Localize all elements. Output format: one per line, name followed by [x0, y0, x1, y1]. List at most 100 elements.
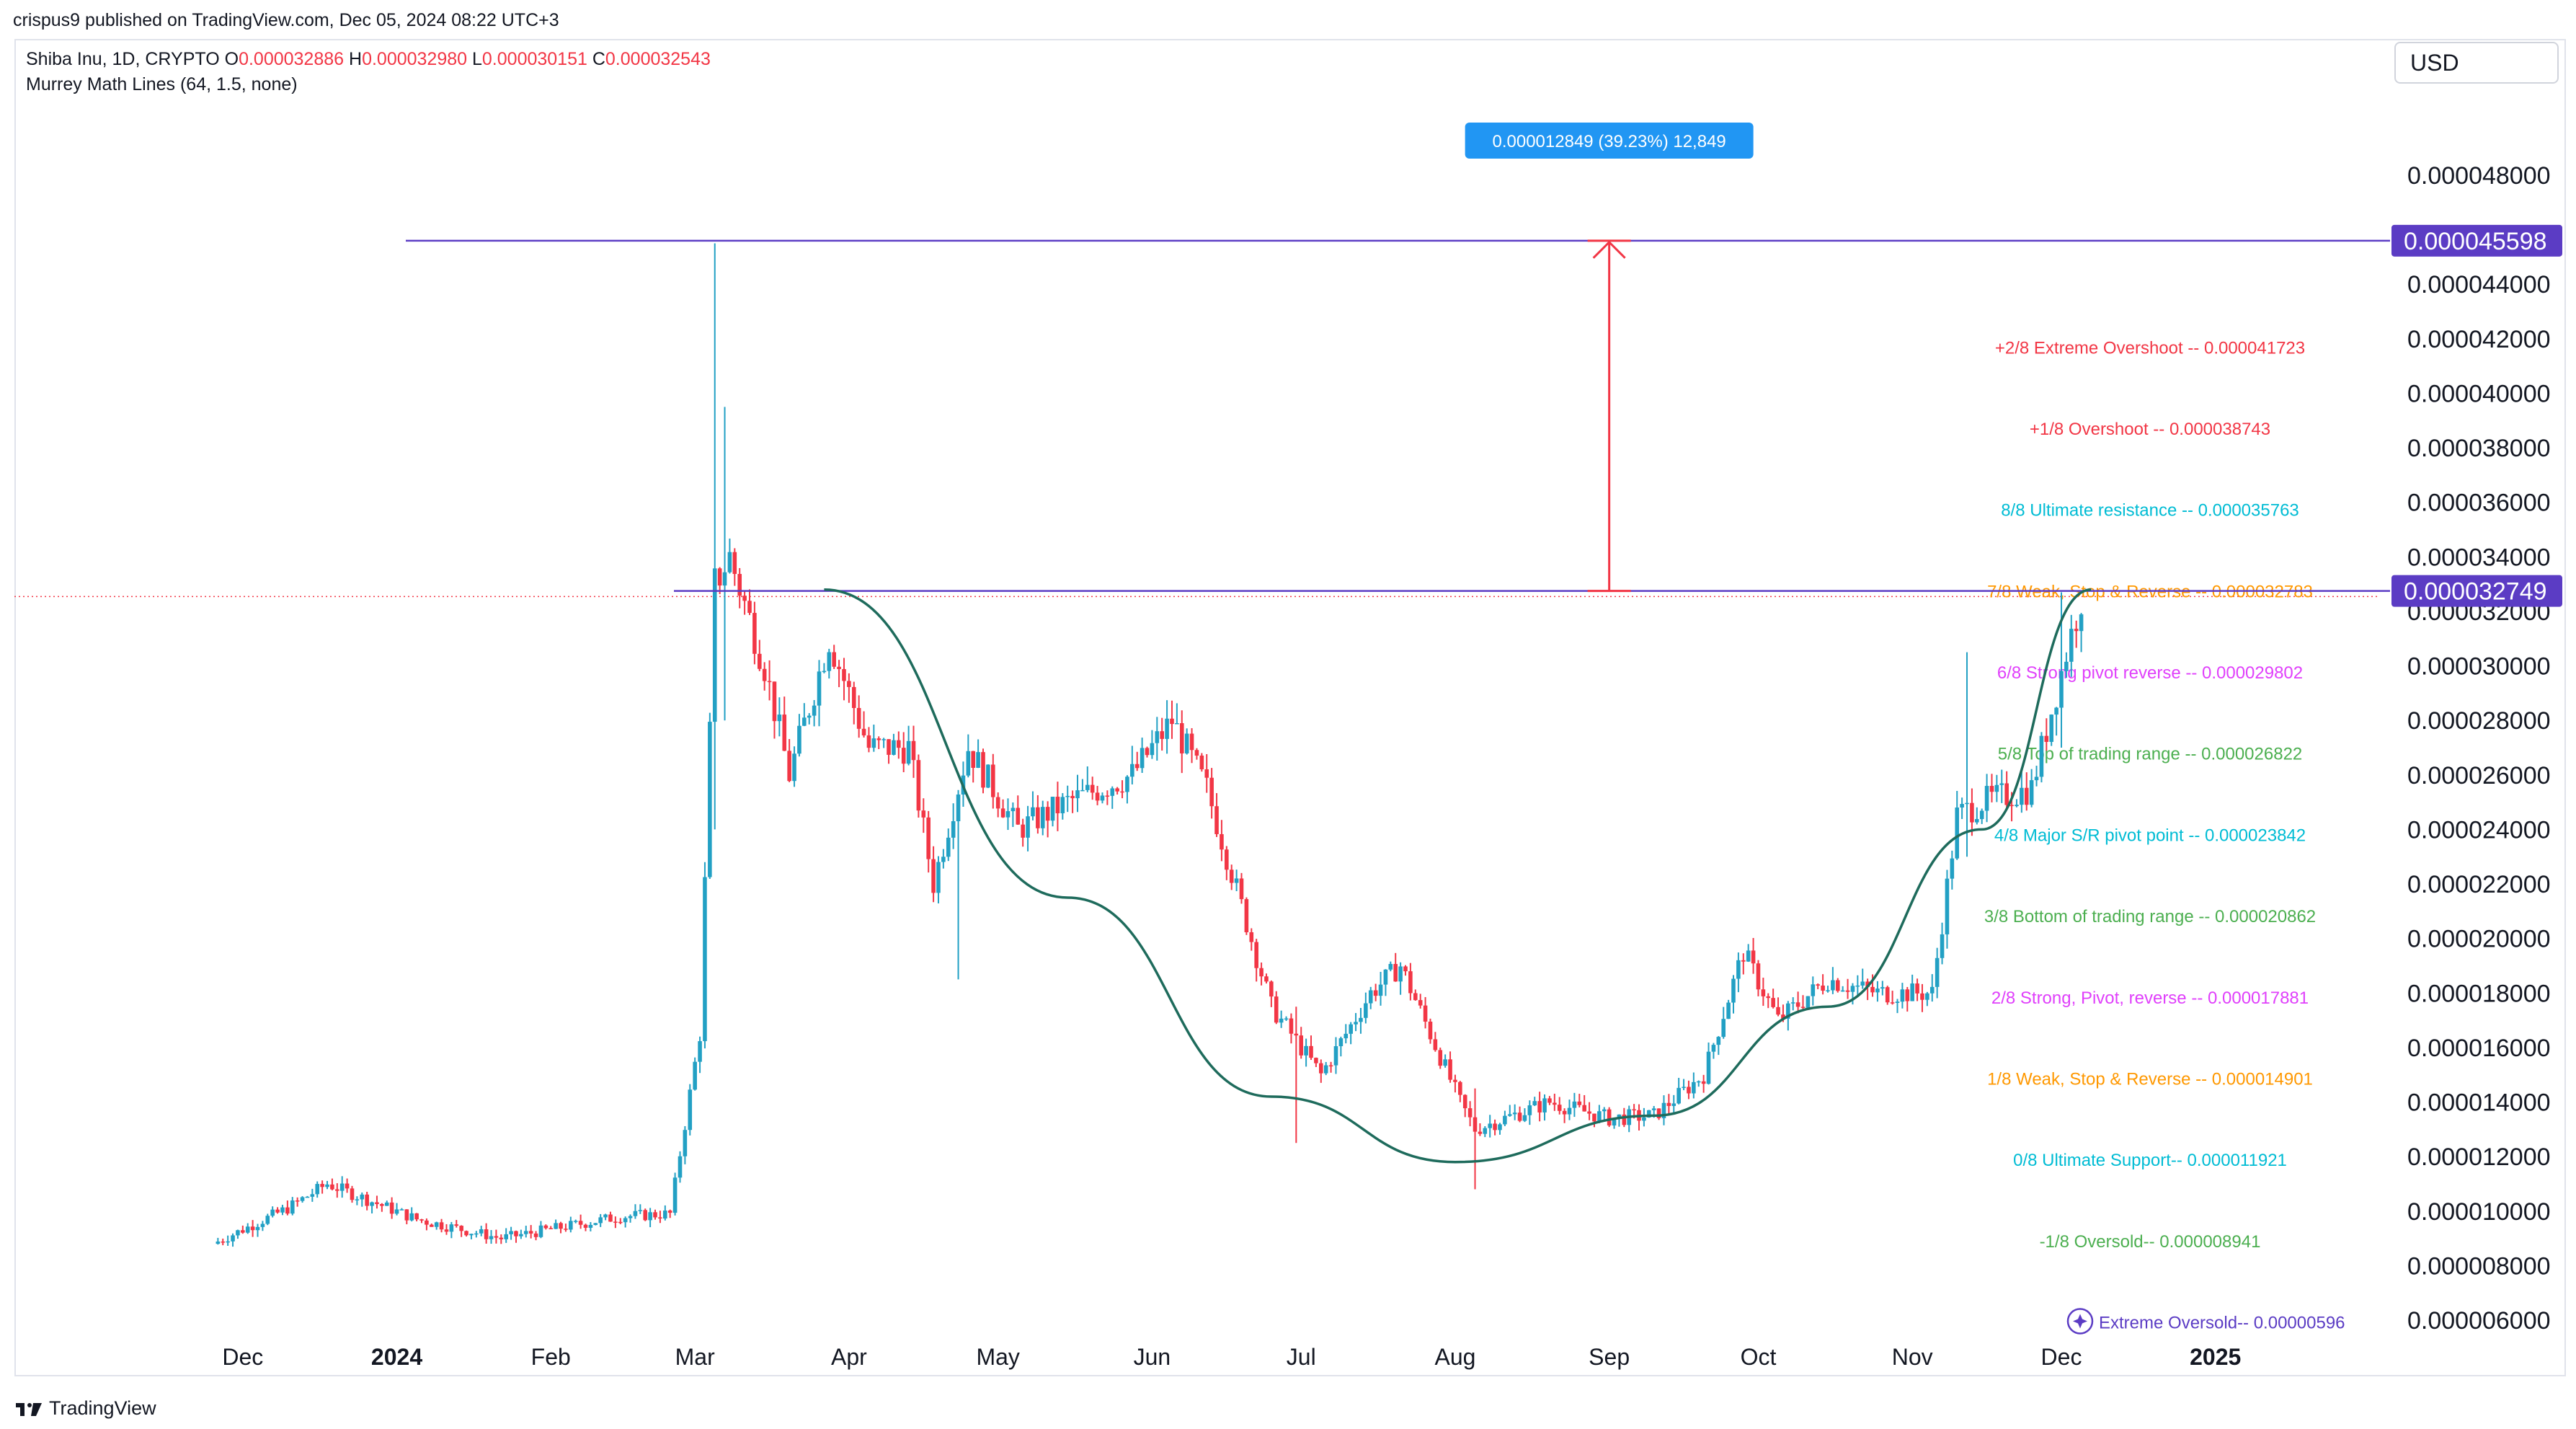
candle-body	[1189, 733, 1194, 751]
candle-body	[1304, 1045, 1308, 1056]
candle-body	[1617, 1114, 1622, 1118]
candle-body	[608, 1214, 613, 1222]
brand-label: TradingView	[49, 1397, 156, 1419]
candle-body	[762, 668, 767, 681]
x-tick-label-2: Feb	[531, 1344, 571, 1370]
candle-body	[2004, 783, 2009, 805]
candle-body	[1453, 1079, 1457, 1082]
candle-body	[1766, 996, 1771, 999]
symbol-ohlc-line: Shiba Inu, 1D, CRYPTO O0.000032886 H0.00…	[26, 49, 711, 70]
candle-body	[1423, 1005, 1428, 1022]
candle-body	[1527, 1105, 1532, 1115]
candle-body	[598, 1217, 603, 1224]
candle-body	[538, 1225, 543, 1237]
candle-body	[1031, 807, 1035, 817]
candle-body	[1567, 1107, 1572, 1115]
candle-body	[897, 740, 901, 748]
candle-body	[1433, 1039, 1438, 1050]
candle-body	[1890, 1002, 1895, 1004]
tradingview-brand[interactable]: TradingView	[14, 1397, 156, 1420]
candle-body	[1150, 743, 1155, 756]
candle-body	[1512, 1112, 1517, 1115]
y-tick-label-17: 0.000012000	[2407, 1143, 2551, 1171]
murrey-label-0: +2/8 Extreme Overshoot -- 0.000041723	[1995, 338, 2305, 358]
candle-body	[1349, 1024, 1353, 1034]
candle-body	[1811, 984, 1816, 996]
candle-body	[807, 715, 812, 718]
candle-body	[1960, 804, 1964, 808]
candle-body	[2059, 671, 2064, 708]
candle-body	[658, 1217, 662, 1219]
candle-body	[881, 739, 886, 740]
candle-body	[1279, 1018, 1284, 1023]
candle-body	[578, 1221, 583, 1225]
candle-body	[350, 1188, 355, 1200]
murrey-label-6: 4/8 Major S/R pivot point -- 0.000023842	[1994, 826, 2306, 845]
candle-body	[1557, 1105, 1562, 1111]
candle-body	[509, 1231, 513, 1234]
candle-body	[1462, 1094, 1467, 1109]
candle-body	[1274, 996, 1279, 1023]
candle-body	[1478, 1131, 1483, 1134]
candle-body	[832, 652, 836, 667]
candle-body	[1984, 786, 1989, 811]
candle-body	[1026, 816, 1030, 838]
candle-body	[1835, 980, 1840, 991]
candle-body	[1338, 1038, 1343, 1047]
candle-body	[434, 1222, 439, 1227]
candle-body	[1488, 1123, 1492, 1128]
candle-body	[1145, 748, 1150, 756]
candle-body	[335, 1189, 339, 1191]
candle-body	[1060, 797, 1065, 814]
murrey-label-9: 1/8 Weak, Stop & Reverse -- 0.000014901	[1987, 1069, 2313, 1089]
y-tick-label-2: 0.000042000	[2407, 326, 2551, 353]
candle-body	[1741, 960, 1746, 962]
candle-body	[1170, 718, 1174, 725]
candle-body	[1075, 790, 1080, 799]
candle-body	[1831, 980, 1835, 991]
x-tick-label-0: Dec	[222, 1344, 263, 1370]
candle-body	[310, 1194, 315, 1197]
candle-body	[1935, 957, 1940, 987]
symbol-name[interactable]: Shiba Inu, 1D, CRYPTO	[26, 49, 220, 69]
candle-body	[2064, 661, 2069, 671]
candle-body	[519, 1234, 523, 1236]
candle-body	[956, 794, 961, 822]
candle-body	[1979, 810, 1984, 820]
candle-body	[265, 1216, 270, 1224]
candle-body	[856, 707, 861, 729]
candle-body	[688, 1089, 693, 1131]
measure-badge-label: 0.000012849 (39.23%) 12,849	[1493, 132, 1726, 151]
candle-body	[583, 1224, 588, 1228]
candle-body	[1055, 797, 1060, 814]
candle-body	[1165, 718, 1169, 739]
candle-body	[1130, 764, 1134, 777]
low-value: 0.000030151	[481, 49, 587, 69]
candle-body	[221, 1242, 226, 1243]
murrey-label-12: Extreme Oversold-- 0.00000596	[2099, 1314, 2345, 1333]
candle-body	[772, 681, 777, 722]
candle-body	[484, 1229, 489, 1239]
x-tick-label-9: Sep	[1589, 1344, 1630, 1370]
candle-body	[1244, 899, 1249, 933]
candle-body	[1860, 981, 1865, 986]
candle-body	[1319, 1063, 1323, 1074]
candle-body	[1036, 807, 1040, 828]
candle-body	[573, 1221, 578, 1222]
indicator-legend[interactable]: Murrey Math Lines (64, 1.5, none)	[26, 74, 298, 94]
candle-body	[1080, 789, 1085, 792]
candle-body	[1840, 990, 1845, 992]
y-tick-label-19: 0.000008000	[2407, 1252, 2551, 1280]
candle-body	[1771, 998, 1775, 1007]
candle-body	[1875, 988, 1880, 993]
candle-body	[1045, 807, 1050, 821]
candle-body	[1661, 1102, 1666, 1118]
candle-body	[523, 1231, 528, 1234]
x-tick-label-13: 2025	[2190, 1344, 2241, 1370]
candle-body	[245, 1226, 250, 1233]
currency-selector[interactable]: USD	[2394, 42, 2559, 84]
candle-body	[241, 1230, 245, 1233]
candle-body	[941, 857, 946, 862]
high-label: H	[349, 49, 363, 69]
